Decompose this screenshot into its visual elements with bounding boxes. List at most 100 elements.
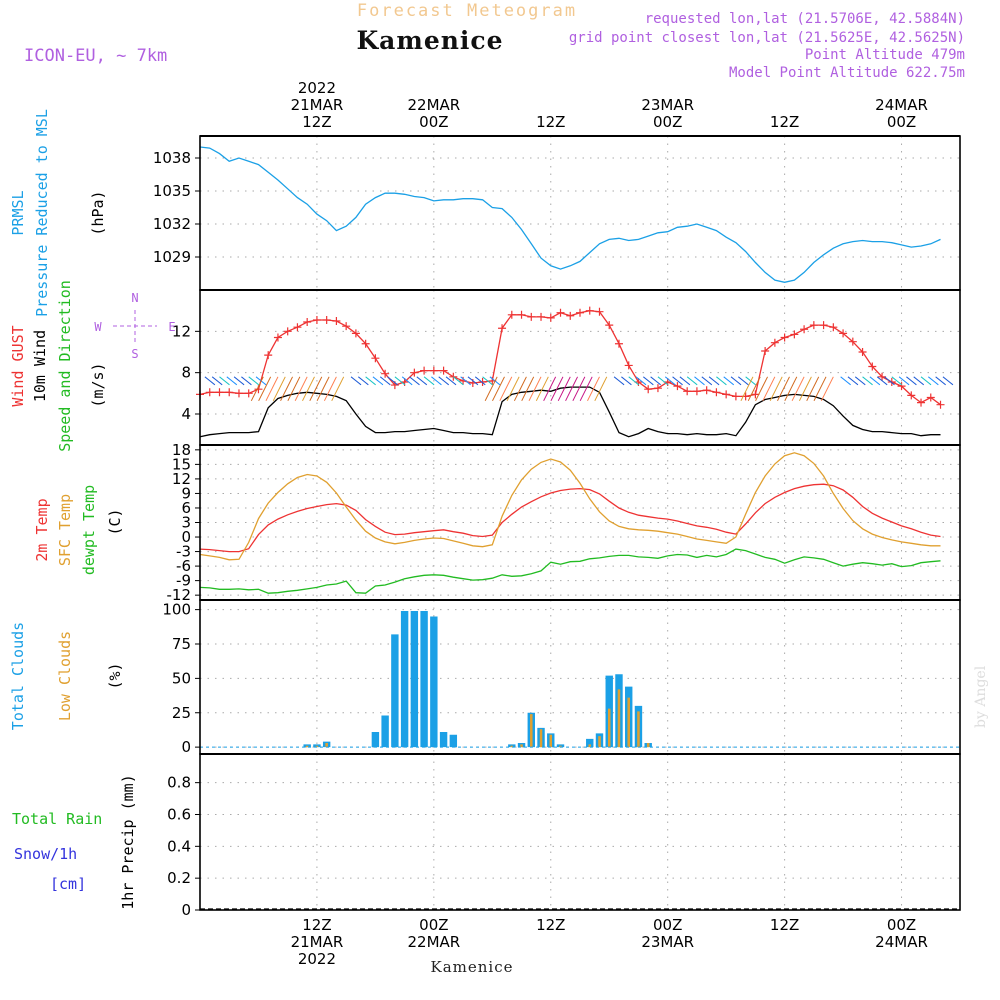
wind-arrow xyxy=(350,376,362,386)
temperature-tick-label: -6 xyxy=(176,557,191,575)
gust-marker xyxy=(566,311,575,320)
wind-arrow xyxy=(694,376,705,386)
time-label: 23MAR xyxy=(641,933,694,951)
time-label: 12Z xyxy=(770,916,799,934)
time-label: 24MAR xyxy=(875,96,928,114)
precip-label-unit: 1hr Precip (mm) xyxy=(119,774,137,909)
pressure-tick-label: 1035 xyxy=(153,182,191,200)
wind-arrow xyxy=(884,376,895,386)
gust-marker xyxy=(517,310,526,319)
chart-title: Forecast Meteogram xyxy=(357,1,577,21)
precip-tick-label: 0 xyxy=(181,901,191,919)
time-label: 2022 xyxy=(298,79,336,97)
precip-label-rain: Total Rain xyxy=(12,810,102,828)
watermark: by Angel xyxy=(973,665,989,728)
low-cloud-bar xyxy=(617,689,621,748)
precip-tick-label: 0.4 xyxy=(167,837,191,855)
wind-arrow xyxy=(557,376,571,402)
cloud-label-unit: (%) xyxy=(106,662,124,689)
wind-arrow xyxy=(928,376,939,386)
low-cloud-bar xyxy=(598,736,601,748)
wind-arrow xyxy=(280,376,294,402)
gust-marker xyxy=(410,368,419,377)
wind-arrow xyxy=(241,376,252,386)
wind-arrow xyxy=(730,376,742,386)
wind-arrow xyxy=(438,376,450,386)
gust-marker xyxy=(225,388,234,397)
requested-coords: requested lon,lat (21.5706E, 42.5884N) xyxy=(645,11,965,27)
temp-label-sfc: SFC Temp xyxy=(56,494,74,566)
wind-arrow xyxy=(643,376,654,386)
gust-marker xyxy=(722,390,731,399)
model-point-altitude: Model Point Altitude 622.75m xyxy=(729,65,965,81)
wind-arrow xyxy=(294,376,308,402)
gust-marker xyxy=(312,315,321,324)
wind-arrow xyxy=(506,376,520,402)
gust-marker xyxy=(917,398,926,407)
clouds-panel-frame xyxy=(199,599,961,755)
clouds-tick-label: 50 xyxy=(172,669,191,687)
wind-arrow xyxy=(219,376,230,386)
compass-n: N xyxy=(131,291,138,305)
wind-label-speed-dir: Speed and Direction xyxy=(56,280,74,452)
gust-marker xyxy=(605,321,614,330)
precip-tick-label: 0.6 xyxy=(167,805,191,823)
gust-marker xyxy=(537,312,546,321)
gust-marker xyxy=(614,339,623,348)
model-label: ICON-EU, ~ 7km xyxy=(24,46,167,66)
cloud-label-total: Total Clouds xyxy=(9,622,27,730)
gust-marker xyxy=(215,388,224,397)
gust-marker xyxy=(936,400,945,409)
temperature-tick-label: 12 xyxy=(172,470,191,488)
wind-arrow xyxy=(409,376,420,386)
precip-tick-label: 0.8 xyxy=(167,774,191,792)
location-title: Kamenice xyxy=(356,26,503,55)
gust-marker xyxy=(293,323,302,332)
clouds-tick-label: 100 xyxy=(162,601,191,619)
wind-arrow xyxy=(716,376,727,386)
wind-arrow xyxy=(572,376,586,402)
wind-arrow xyxy=(423,376,435,386)
gust-marker xyxy=(585,306,594,315)
wind-arrow xyxy=(287,376,301,402)
wind-arrow xyxy=(535,376,549,402)
wind-arrow xyxy=(738,376,749,386)
low-cloud-bar xyxy=(588,744,592,748)
total-cloud-bar xyxy=(371,732,380,748)
low-cloud-bar xyxy=(549,734,553,748)
time-label: 12Z xyxy=(536,916,565,934)
gust-marker xyxy=(449,372,458,381)
wind-arrow xyxy=(272,376,286,402)
pressure-label-msl: Pressure Reduced to MSL xyxy=(33,109,51,317)
wind-arrow xyxy=(460,376,471,386)
wind-arrow xyxy=(898,376,910,386)
time-label: 00Z xyxy=(887,113,916,131)
wind-arrow xyxy=(492,376,505,402)
total-cloud-bar xyxy=(439,732,448,748)
gust-marker xyxy=(576,308,584,317)
temperature-tick-label: 18 xyxy=(172,441,191,459)
wind-arrow xyxy=(579,376,593,402)
total-cloud-bar xyxy=(391,634,399,748)
wind-arrow xyxy=(484,376,498,402)
gust-marker xyxy=(205,388,214,397)
pressure-tick-label: 1038 xyxy=(153,149,191,167)
wind-arrow xyxy=(250,376,264,402)
wind-arrow xyxy=(594,376,608,402)
pressure-label-prmsl: PRMSL xyxy=(9,190,27,235)
wind-label-10m: 10m Wind xyxy=(31,330,49,402)
temperature-tick-label: 6 xyxy=(181,499,191,517)
wind-arrow xyxy=(226,376,238,386)
compass-e: E xyxy=(168,320,175,334)
gust-marker xyxy=(283,327,292,336)
total-cloud-bar xyxy=(449,734,458,748)
wind-arrow xyxy=(906,376,917,386)
wind-arrow xyxy=(204,376,216,386)
low-cloud-bar xyxy=(510,745,514,748)
gust-marker xyxy=(273,333,282,342)
temperature-tick-label: 3 xyxy=(181,514,191,532)
temperature-tick-label: 9 xyxy=(181,484,191,502)
gust-marker xyxy=(595,307,604,316)
wind-arrow xyxy=(891,376,903,386)
wind-arrow xyxy=(777,376,790,402)
